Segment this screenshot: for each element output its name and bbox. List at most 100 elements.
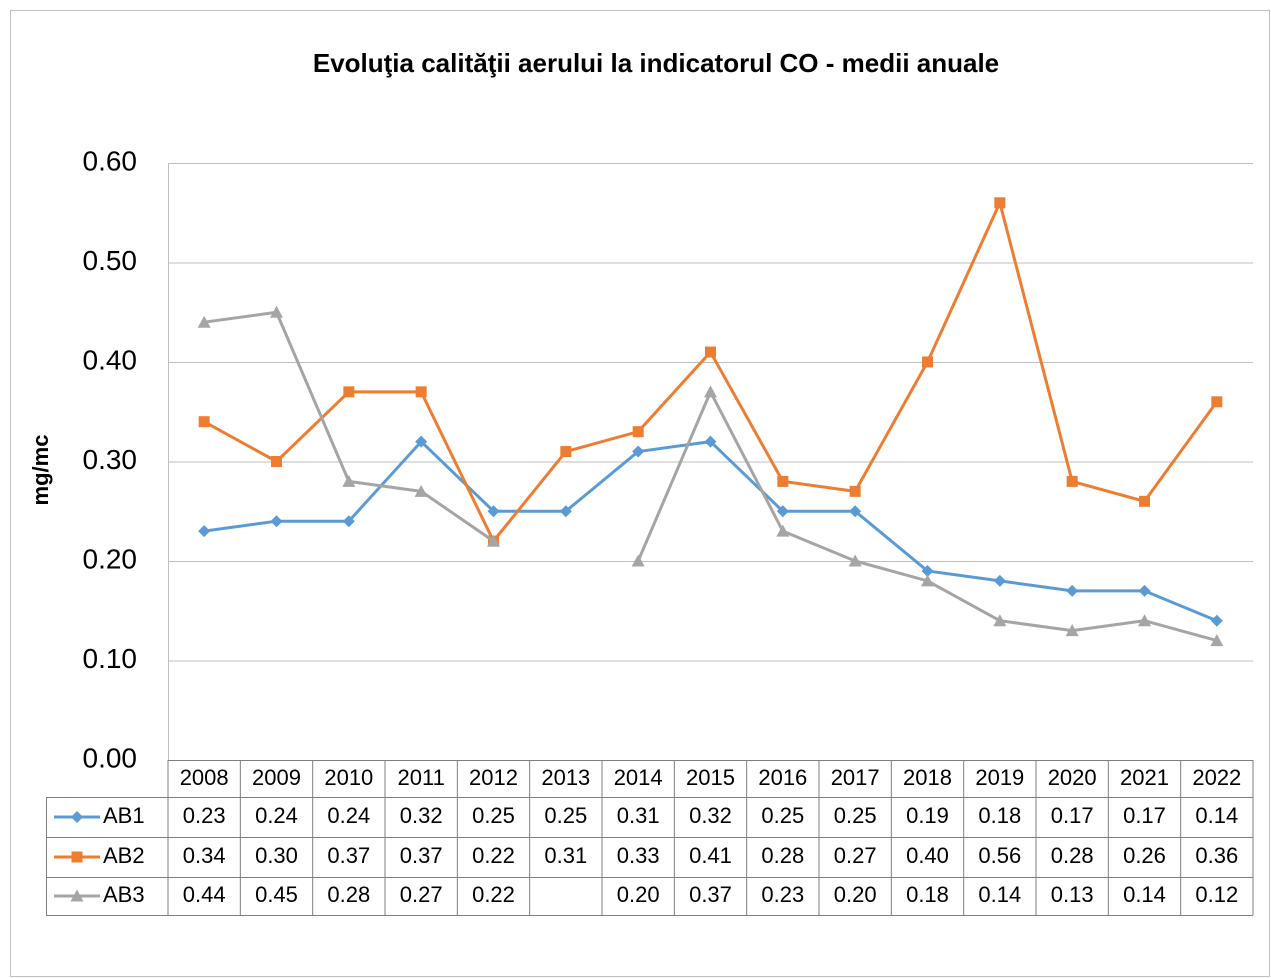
data-point xyxy=(198,525,211,538)
table-value: 0.40 xyxy=(906,843,949,868)
data-point xyxy=(1066,584,1079,597)
table-value: 0.26 xyxy=(1123,843,1166,868)
x-tick-label: 2009 xyxy=(252,765,301,790)
data-point xyxy=(1065,624,1079,637)
table-value: 0.32 xyxy=(400,803,443,828)
data-point xyxy=(487,505,500,518)
table-value: 0.41 xyxy=(689,843,732,868)
y-tick-label: 0.00 xyxy=(83,742,138,773)
table-value: 0.18 xyxy=(906,882,949,907)
table-value: 0.19 xyxy=(906,803,949,828)
table-value: 0.23 xyxy=(183,803,226,828)
data-point xyxy=(415,435,428,448)
table-value: 0.34 xyxy=(183,843,226,868)
data-point xyxy=(1210,614,1223,627)
data-point xyxy=(922,356,933,368)
chart-title: Evoluţia calităţii aerului la indicatoru… xyxy=(313,48,999,78)
y-tick-label: 0.60 xyxy=(83,145,138,176)
table-value: 0.32 xyxy=(689,803,732,828)
data-point xyxy=(1139,495,1150,507)
chart-border xyxy=(10,10,1270,977)
data-point xyxy=(198,416,210,428)
table-value: 0.24 xyxy=(255,803,298,828)
x-tick-label: 2021 xyxy=(1120,765,1169,790)
y-axis-label: mg/mc xyxy=(28,435,53,506)
data-point xyxy=(994,197,1006,209)
data-point xyxy=(993,574,1006,587)
y-tick-label: 0.30 xyxy=(83,444,138,475)
table-value: 0.31 xyxy=(544,843,587,868)
x-tick-label: 2017 xyxy=(831,765,880,790)
x-tick-label: 2011 xyxy=(398,765,445,790)
table-value: 0.56 xyxy=(978,843,1021,868)
legend-marker xyxy=(71,811,83,823)
data-point xyxy=(342,474,356,487)
table-value: 0.28 xyxy=(1051,843,1094,868)
table-value: 0.17 xyxy=(1051,803,1094,828)
legend-marker xyxy=(70,889,84,902)
table-value: 0.14 xyxy=(1195,803,1238,828)
data-point xyxy=(1138,614,1151,627)
x-tick-label: 2010 xyxy=(324,765,373,790)
table-value: 0.45 xyxy=(255,882,298,907)
data-point xyxy=(776,505,789,518)
data-point xyxy=(343,386,355,398)
table-value: 0.28 xyxy=(761,843,804,868)
x-tick-label: 2015 xyxy=(686,765,735,790)
data-point xyxy=(776,524,790,537)
y-tick-label: 0.20 xyxy=(83,543,138,574)
data-point xyxy=(271,456,282,467)
table-value: 0.37 xyxy=(400,843,443,868)
data-point xyxy=(270,305,283,318)
data-point xyxy=(631,554,645,567)
data-point xyxy=(921,574,934,587)
table-value: 0.25 xyxy=(472,803,515,828)
data-point xyxy=(342,515,355,528)
data-point xyxy=(705,346,716,358)
table-value: 0.20 xyxy=(617,882,660,907)
data-point xyxy=(777,475,789,487)
data-point xyxy=(1210,634,1224,647)
table-value: 0.37 xyxy=(689,882,732,907)
table-value: 0.20 xyxy=(834,882,877,907)
table-value: 0.27 xyxy=(400,882,443,907)
table-value: 0.28 xyxy=(327,882,370,907)
x-tick-label: 2013 xyxy=(541,765,590,790)
data-point xyxy=(1138,584,1151,597)
table-value: 0.25 xyxy=(544,803,587,828)
data-point xyxy=(704,385,717,398)
data-point xyxy=(704,435,717,448)
x-tick-label: 2020 xyxy=(1048,765,1097,790)
data-point xyxy=(414,484,428,497)
table-value: 0.44 xyxy=(183,882,226,907)
data-point xyxy=(1066,475,1078,487)
data-point xyxy=(848,554,862,567)
table-value: 0.23 xyxy=(761,882,804,907)
x-tick-label: 2014 xyxy=(614,765,663,790)
data-point xyxy=(270,515,283,528)
legend-label: AB3 xyxy=(103,882,145,907)
data-point xyxy=(632,426,644,438)
y-tick-label: 0.50 xyxy=(83,245,138,276)
x-tick-label: 2019 xyxy=(975,765,1024,790)
table-value: 0.18 xyxy=(978,803,1021,828)
data-point xyxy=(415,386,427,398)
data-point xyxy=(560,446,572,458)
table-value: 0.30 xyxy=(255,843,298,868)
data-point xyxy=(487,534,500,547)
data-point xyxy=(197,315,211,328)
table-value: 0.25 xyxy=(761,803,804,828)
x-tick-label: 2016 xyxy=(758,765,807,790)
table-value: 0.33 xyxy=(617,843,660,868)
x-tick-label: 2012 xyxy=(469,765,518,790)
legend-marker xyxy=(71,851,83,863)
data-point xyxy=(993,614,1007,627)
table-value: 0.27 xyxy=(834,843,877,868)
data-point xyxy=(632,445,645,458)
x-tick-label: 2018 xyxy=(903,765,952,790)
x-tick-label: 2022 xyxy=(1192,765,1241,790)
table-value: 0.17 xyxy=(1123,803,1166,828)
data-point xyxy=(849,485,861,497)
table-value: 0.12 xyxy=(1195,882,1238,907)
table-value: 0.36 xyxy=(1195,843,1238,868)
